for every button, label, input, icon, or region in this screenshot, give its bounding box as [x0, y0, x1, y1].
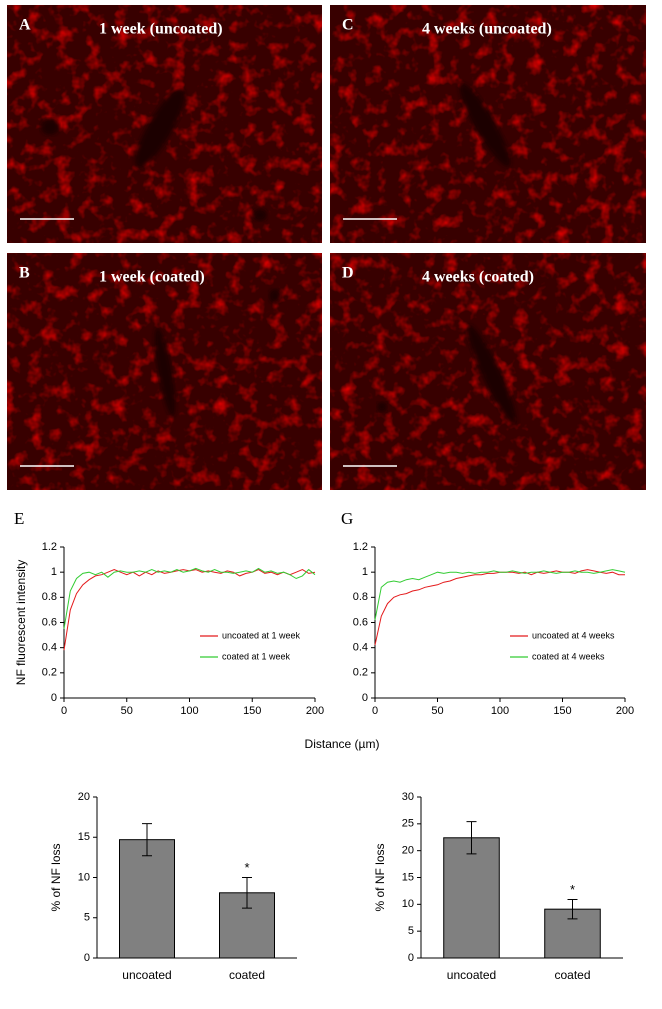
significance-mark: *	[244, 860, 249, 875]
error-bar	[466, 821, 477, 855]
y-tick-label: 10	[402, 898, 414, 910]
vessel	[253, 209, 267, 221]
panel-caption: 1 week (coated)	[99, 269, 205, 286]
x-tick-label: 150	[553, 705, 571, 717]
micrograph: A 1 week (uncoated)	[7, 5, 322, 243]
error-bar	[242, 877, 252, 909]
y-tick-label: 0.6	[353, 616, 368, 628]
y-tick-label: 30	[402, 791, 414, 803]
legend-label: coated at 1 week	[222, 651, 291, 661]
x-tick-label: 100	[180, 705, 198, 717]
y-axis-label: % of NF loss	[49, 843, 63, 911]
panel-caption: 1 week (uncoated)	[99, 21, 223, 38]
y-axis-label: NF fluorescent intensity	[14, 560, 28, 685]
line-series	[374, 569, 626, 621]
bar	[119, 839, 175, 959]
x-tick-label: 50	[431, 705, 443, 717]
y-tick-label: 0.2	[42, 667, 57, 679]
y-tick-label: 1.2	[42, 541, 57, 553]
vessel	[377, 402, 387, 412]
vessel	[459, 83, 511, 167]
y-tick-label: 0	[84, 952, 90, 964]
y-tick-label: 5	[84, 912, 90, 924]
panel-caption: 4 weeks (coated)	[422, 269, 534, 286]
x-axis-label: Distance (µm)	[305, 737, 380, 751]
y-tick-label: 15	[78, 831, 90, 843]
vessel	[154, 327, 176, 417]
legend-label: uncoated at 1 week	[222, 630, 301, 640]
y-tick-label: 20	[78, 791, 90, 803]
vessel	[467, 325, 517, 425]
vessel	[41, 119, 59, 135]
y-axis-label: % of NF loss	[373, 843, 387, 911]
y-tick-label: 1.2	[353, 541, 368, 553]
x-tick-label: 100	[491, 705, 509, 717]
x-tick-label: 200	[306, 705, 324, 717]
x-tick-label: 150	[243, 705, 261, 717]
y-tick-label: 1	[362, 566, 368, 578]
x-tick-label: coated	[554, 968, 590, 982]
panel-letter: C	[342, 17, 354, 34]
x-tick-label: 0	[372, 705, 378, 717]
micrograph: B 1 week (coated)	[7, 253, 322, 490]
panel-letter: D	[342, 265, 354, 282]
y-tick-label: 0.4	[353, 642, 368, 654]
error-bar	[142, 823, 152, 857]
y-tick-label: 15	[402, 871, 414, 883]
micrograph: C 4 weeks (uncoated)	[330, 5, 646, 243]
panel-letter: A	[19, 17, 31, 34]
x-tick-label: 200	[616, 705, 634, 717]
y-tick-label: 10	[78, 871, 90, 883]
y-tick-label: 20	[402, 845, 414, 857]
bar	[443, 837, 500, 959]
legend-label: coated at 4 weeks	[532, 651, 605, 661]
panel-letter: G	[341, 509, 353, 528]
y-tick-label: 0.4	[42, 642, 57, 654]
legend-label: uncoated at 4 weeks	[532, 630, 615, 640]
vessel	[135, 88, 185, 168]
y-tick-label: 0.6	[42, 616, 57, 628]
x-tick-label: uncoated	[447, 968, 496, 982]
line-series	[63, 567, 316, 629]
x-tick-label: uncoated	[122, 968, 171, 982]
y-tick-label: 0	[362, 692, 368, 704]
y-tick-label: 5	[408, 925, 414, 937]
vessel	[269, 289, 281, 303]
y-tick-label: 0	[408, 952, 414, 964]
error-bar	[567, 899, 578, 920]
y-tick-label: 0	[51, 692, 57, 704]
x-tick-label: 0	[61, 705, 67, 717]
micrograph: D 4 weeks (coated)	[330, 253, 646, 490]
significance-mark: *	[570, 882, 575, 897]
x-tick-label: 50	[121, 705, 133, 717]
x-tick-label: coated	[229, 968, 265, 982]
panel-letter: E	[14, 509, 24, 528]
y-tick-label: 0.8	[353, 591, 368, 603]
y-tick-label: 0.2	[353, 667, 368, 679]
panel-caption: 4 weeks (uncoated)	[422, 21, 552, 38]
y-tick-label: 0.8	[42, 591, 57, 603]
y-tick-label: 1	[51, 566, 57, 578]
y-tick-label: 25	[402, 818, 414, 830]
panel-letter: B	[19, 265, 30, 282]
